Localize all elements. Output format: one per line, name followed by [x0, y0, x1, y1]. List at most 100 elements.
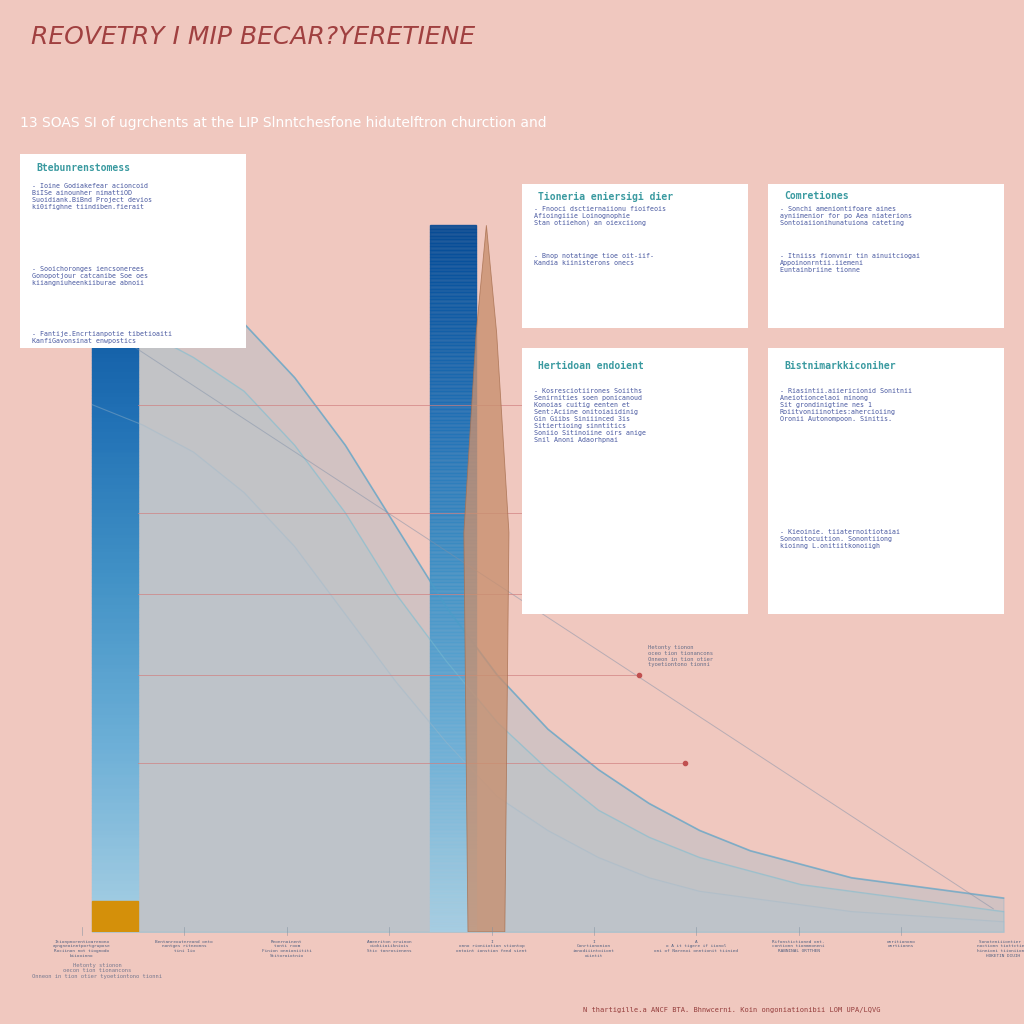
- Bar: [430, 313, 476, 317]
- Bar: [430, 452, 476, 455]
- Bar: [430, 890, 476, 893]
- Bar: [430, 819, 476, 822]
- Bar: [92, 607, 138, 610]
- Bar: [92, 825, 138, 829]
- Bar: [430, 900, 476, 903]
- Bar: [92, 345, 138, 349]
- Bar: [430, 427, 476, 430]
- Bar: [92, 367, 138, 370]
- Bar: [430, 871, 476, 876]
- Bar: [92, 652, 138, 656]
- Bar: [430, 794, 476, 798]
- Text: Amenriton eruinon
ciokiioiikniois
Stic tonrosienens: Amenriton eruinon ciokiioiikniois Stic t…: [367, 940, 412, 953]
- Bar: [92, 406, 138, 409]
- Bar: [92, 557, 138, 561]
- Bar: [92, 868, 138, 871]
- Text: moanpostreantronos
octo rotenancons: moanpostreantronos octo rotenancons: [575, 495, 634, 505]
- Bar: [430, 282, 476, 286]
- Bar: [430, 515, 476, 518]
- Bar: [430, 671, 476, 674]
- Bar: [92, 794, 138, 798]
- Bar: [92, 720, 138, 723]
- Bar: [430, 257, 476, 261]
- Bar: [430, 550, 476, 554]
- Bar: [92, 515, 138, 518]
- Bar: [430, 603, 476, 607]
- Text: N thartigille.a ANCF BTA. Bhnwcerni. Koin ongoniationibii LOM UPA/LQVG: N thartigille.a ANCF BTA. Bhnwcerni. Koi…: [584, 1008, 881, 1013]
- Bar: [92, 247, 138, 250]
- Bar: [92, 741, 138, 744]
- Bar: [430, 364, 476, 367]
- Bar: [92, 564, 138, 568]
- Bar: [92, 306, 138, 310]
- Bar: [92, 646, 138, 649]
- Bar: [92, 600, 138, 603]
- Bar: [92, 271, 138, 274]
- Bar: [92, 756, 138, 759]
- Text: Comretiones: Comretiones: [784, 191, 849, 202]
- Bar: [92, 398, 138, 401]
- Bar: [430, 684, 476, 688]
- Bar: [430, 384, 476, 388]
- Bar: [92, 501, 138, 505]
- Bar: [92, 805, 138, 808]
- Bar: [430, 374, 476, 377]
- Bar: [430, 250, 476, 254]
- Bar: [92, 876, 138, 879]
- Text: - Riasintii.aiiericionid Sonitnii
Aneiotioncelaoi minong
Sit grondinigtine nes 1: - Riasintii.aiiericionid Sonitnii Aneiot…: [780, 388, 911, 422]
- Bar: [430, 437, 476, 440]
- Bar: [92, 907, 138, 910]
- Bar: [430, 744, 476, 749]
- Bar: [92, 918, 138, 922]
- Bar: [430, 388, 476, 391]
- Bar: [92, 243, 138, 247]
- Bar: [430, 723, 476, 727]
- Bar: [430, 391, 476, 395]
- Bar: [430, 822, 476, 825]
- Bar: [430, 401, 476, 406]
- Bar: [92, 274, 138, 279]
- Bar: [430, 815, 476, 819]
- Bar: [92, 325, 138, 328]
- Bar: [430, 613, 476, 617]
- Bar: [430, 667, 476, 671]
- Bar: [430, 769, 476, 773]
- Bar: [430, 730, 476, 734]
- Bar: [92, 903, 138, 907]
- Bar: [430, 240, 476, 243]
- Bar: [92, 303, 138, 306]
- Bar: [92, 267, 138, 271]
- Bar: [430, 554, 476, 557]
- Bar: [430, 903, 476, 907]
- FancyBboxPatch shape: [518, 181, 752, 331]
- Bar: [92, 561, 138, 564]
- Bar: [92, 540, 138, 543]
- Bar: [430, 486, 476, 490]
- Bar: [430, 228, 476, 232]
- Bar: [92, 437, 138, 440]
- Bar: [92, 529, 138, 532]
- Bar: [92, 625, 138, 628]
- Bar: [430, 659, 476, 664]
- Bar: [430, 925, 476, 929]
- Bar: [92, 628, 138, 632]
- Bar: [92, 847, 138, 851]
- Bar: [430, 525, 476, 529]
- Bar: [92, 766, 138, 769]
- Bar: [430, 864, 476, 868]
- Bar: [430, 918, 476, 922]
- Bar: [92, 723, 138, 727]
- Bar: [430, 564, 476, 568]
- Bar: [92, 575, 138, 579]
- Bar: [92, 447, 138, 452]
- Bar: [430, 413, 476, 416]
- Bar: [430, 642, 476, 646]
- Bar: [92, 444, 138, 447]
- Bar: [92, 420, 138, 423]
- Bar: [430, 639, 476, 642]
- Bar: [92, 338, 138, 342]
- Text: Hertidoan endoient: Hertidoan endoient: [538, 361, 644, 372]
- Bar: [92, 798, 138, 801]
- Bar: [430, 844, 476, 847]
- Bar: [92, 901, 138, 932]
